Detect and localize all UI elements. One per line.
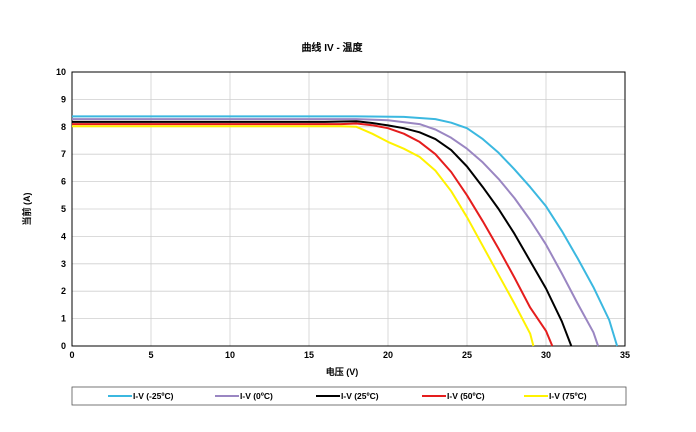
x-tick-label: 35	[620, 350, 630, 360]
y-axis-label: 当前 (A)	[21, 193, 32, 226]
chart-title: 曲线 IV - 温度	[301, 41, 363, 54]
y-tick-label: 5	[61, 204, 66, 214]
x-tick-label: 30	[541, 350, 551, 360]
legend-label: I-V (-25ºC)	[133, 391, 174, 401]
y-tick-label: 6	[61, 177, 66, 187]
series-line-2	[72, 120, 573, 347]
legend-label: I-V (75ºC)	[549, 391, 587, 401]
y-tick-label: 4	[61, 231, 66, 241]
x-tick-label: 5	[148, 350, 153, 360]
series-line-3	[72, 122, 554, 347]
x-axis-label: 电压 (V)	[326, 366, 359, 377]
y-tick-label: 2	[61, 286, 66, 296]
legend: I-V (-25ºC) I-V (0ºC) I-V (25ºC) I-V (50ºC)…	[108, 391, 587, 401]
grid	[71, 71, 626, 347]
legend-label: I-V (0ºC)	[240, 391, 273, 401]
x-tick-label: 0	[69, 350, 74, 360]
series-line-0	[72, 115, 619, 347]
y-tick-label: 10	[56, 67, 66, 77]
x-tick-label: 15	[304, 350, 314, 360]
y-tick-label: 0	[61, 341, 66, 351]
series-lines	[72, 115, 619, 347]
x-tick-label: 10	[225, 350, 235, 360]
y-tick-label: 3	[61, 259, 66, 269]
legend-label: I-V (50ºC)	[447, 391, 485, 401]
y-axis: 0 1 2 3 4 5 6 7 8 9 10	[56, 67, 66, 351]
plot-frame	[71, 71, 626, 347]
x-tick-label: 20	[383, 350, 393, 360]
legend-box	[71, 386, 627, 406]
series-line-4	[72, 125, 535, 347]
series-line-1	[72, 118, 600, 347]
y-tick-label: 7	[61, 149, 66, 159]
y-tick-label: 1	[61, 314, 66, 324]
x-axis: 0 5 10 15 20 25 30 35	[69, 350, 630, 360]
y-tick-label: 9	[61, 94, 66, 104]
legend-label: I-V (25ºC)	[341, 391, 379, 401]
x-tick-label: 25	[462, 350, 472, 360]
y-tick-label: 8	[61, 122, 66, 132]
